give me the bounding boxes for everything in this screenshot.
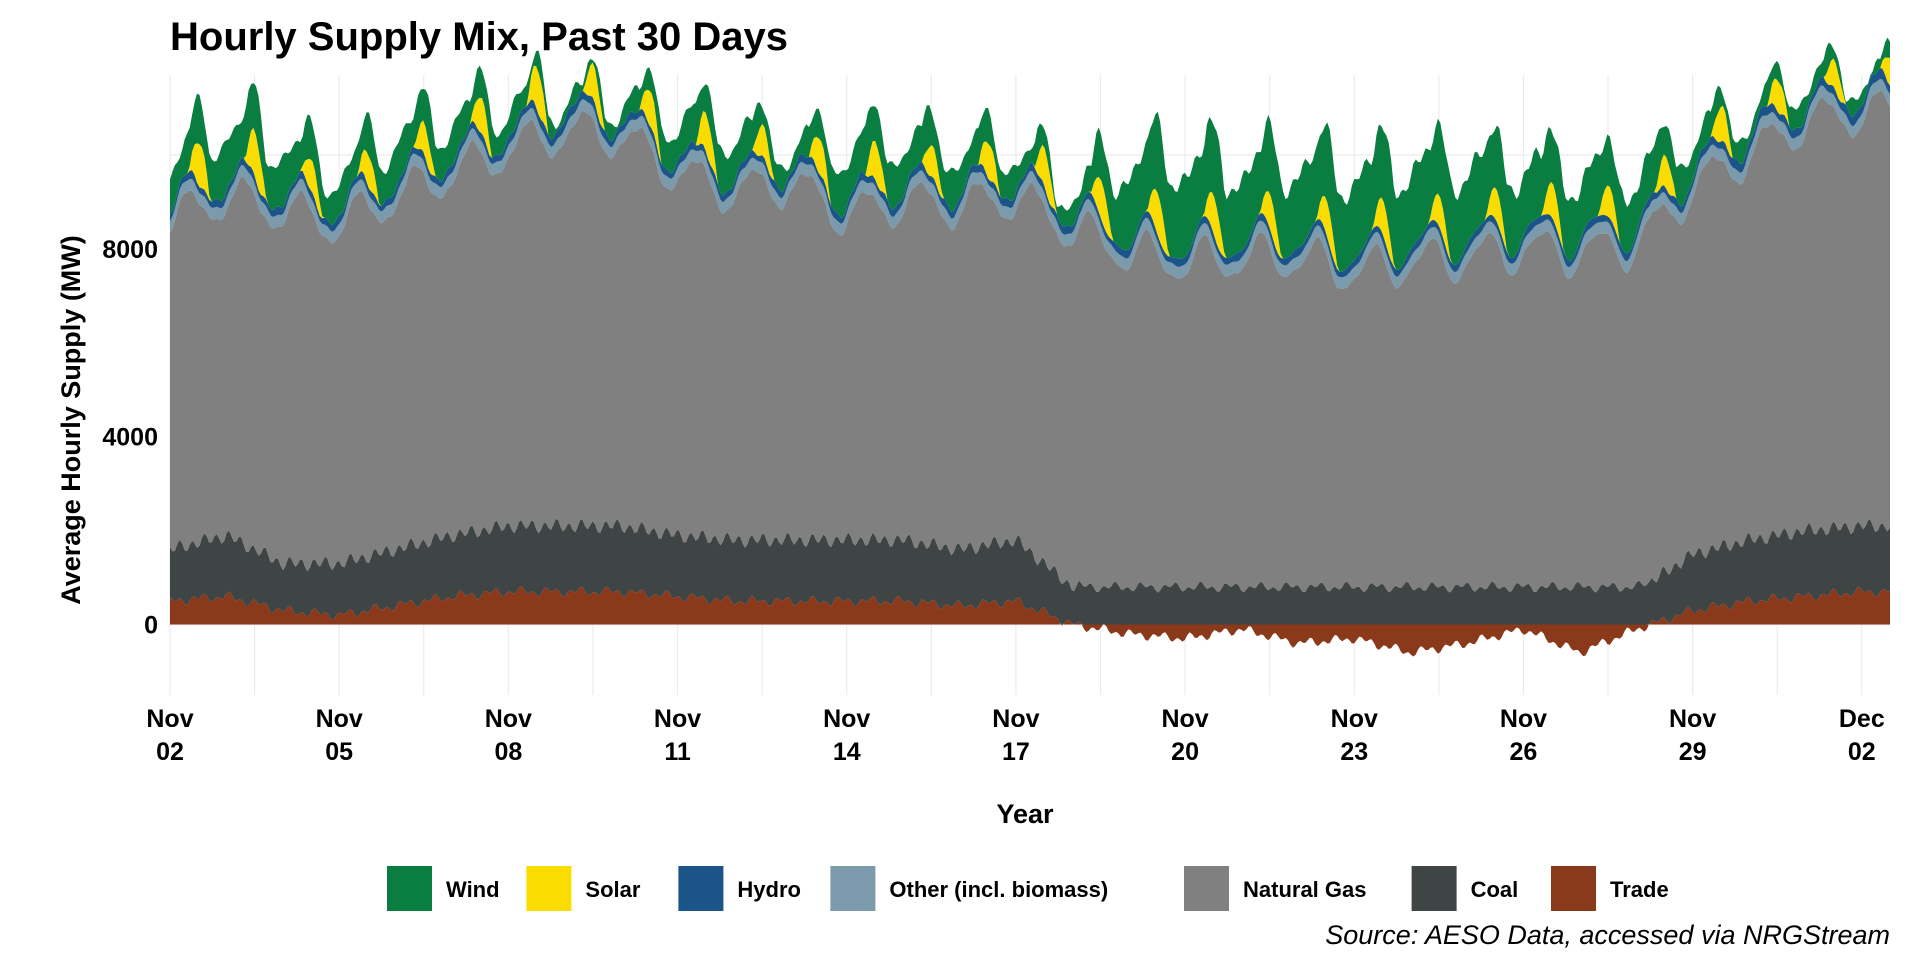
legend-label: Solar <box>585 877 640 902</box>
legend-item-hydro: Hydro <box>678 866 801 911</box>
x-tick-month: Nov <box>654 705 701 733</box>
x-tick-month: Nov <box>1669 705 1716 733</box>
legend-item-trade: Trade <box>1551 866 1669 911</box>
x-tick-label: Nov 08 <box>485 705 532 766</box>
series-area-trade <box>170 586 1890 657</box>
y-tick-label: 4000 <box>102 424 158 452</box>
x-tick-month: Nov <box>1161 705 1208 733</box>
x-tick-month: Nov <box>316 705 363 733</box>
x-tick-month: Nov <box>485 705 532 733</box>
x-tick-day: 26 <box>1510 738 1538 766</box>
x-tick-label: Nov 17 <box>992 705 1039 766</box>
legend-swatch <box>387 866 432 911</box>
x-tick-day: 20 <box>1171 738 1199 766</box>
x-tick-month: Nov <box>1500 705 1547 733</box>
legend-item-natural-gas: Natural Gas <box>1184 866 1367 911</box>
y-axis-ticks: 0 4000 8000 <box>102 236 158 640</box>
y-tick-label: 0 <box>144 612 158 640</box>
x-tick-day: 23 <box>1340 738 1368 766</box>
x-tick-day: 29 <box>1679 738 1707 766</box>
x-tick-month: Nov <box>992 705 1039 733</box>
x-tick-label: Nov 23 <box>1331 705 1378 766</box>
legend-swatch <box>1184 866 1229 911</box>
series-area-natural-gas <box>170 90 1890 593</box>
legend-item-solar: Solar <box>526 866 641 911</box>
legend-label: Other (incl. biomass) <box>889 877 1108 902</box>
legend-swatch <box>678 866 724 911</box>
x-tick-day: 05 <box>325 738 353 766</box>
legend-item-wind: Wind <box>387 866 500 911</box>
x-tick-label: Nov 02 <box>146 705 193 766</box>
x-tick-day: 02 <box>1848 738 1876 766</box>
x-tick-month: Nov <box>1331 705 1378 733</box>
legend-item-coal: Coal <box>1411 866 1519 911</box>
x-tick-month: Nov <box>146 705 193 733</box>
legend-item-other-incl-biomass: Other (incl. biomass) <box>830 866 1108 911</box>
x-tick-label: Nov 26 <box>1500 705 1547 766</box>
series-area-solar <box>170 57 1890 272</box>
legend-label: Coal <box>1471 877 1519 902</box>
legend-swatch <box>830 866 876 911</box>
legend-swatch <box>526 866 572 911</box>
x-tick-label: Nov 05 <box>316 705 363 766</box>
legend-label: Hydro <box>737 877 801 902</box>
legend-label: Wind <box>446 877 500 902</box>
series-area-wind <box>170 37 1890 272</box>
x-tick-month: Dec <box>1839 705 1885 733</box>
y-tick-label: 8000 <box>102 236 158 264</box>
x-tick-label: Nov 14 <box>823 705 870 766</box>
x-tick-day: 02 <box>156 738 184 766</box>
x-axis-title: Year <box>996 799 1054 829</box>
x-tick-day: 14 <box>833 738 861 766</box>
x-tick-month: Nov <box>823 705 870 733</box>
chart-title: Hourly Supply Mix, Past 30 Days <box>170 15 788 59</box>
x-tick-day: 11 <box>664 738 691 766</box>
series-area-other-incl-biomass <box>170 78 1890 290</box>
x-tick-label: Dec 02 <box>1839 705 1885 766</box>
y-axis-title: Average Hourly Supply (MW) <box>56 235 86 605</box>
legend-swatch <box>1551 866 1596 911</box>
x-tick-label: Nov 29 <box>1669 705 1716 766</box>
legend-label: Trade <box>1610 877 1669 902</box>
x-tick-label: Nov 11 <box>654 705 701 766</box>
x-tick-day: 17 <box>1002 738 1030 766</box>
stacked-areas <box>170 37 1890 657</box>
x-tick-label: Nov 20 <box>1161 705 1208 766</box>
x-axis-ticks: Nov 02 Nov 05 Nov 08 Nov 11 Nov 14 Nov 17 Nov 20 Nov 23… <box>146 705 1884 766</box>
legend-swatch <box>1411 866 1457 911</box>
source-caption: Source: AESO Data, accessed via NRGStrea… <box>1325 920 1890 950</box>
x-tick-day: 08 <box>494 738 522 766</box>
series-area-coal <box>170 518 1890 625</box>
legend: Wind Solar Hydro Other (incl. biomass) Natur… <box>387 866 1669 911</box>
legend-label: Natural Gas <box>1243 877 1367 902</box>
